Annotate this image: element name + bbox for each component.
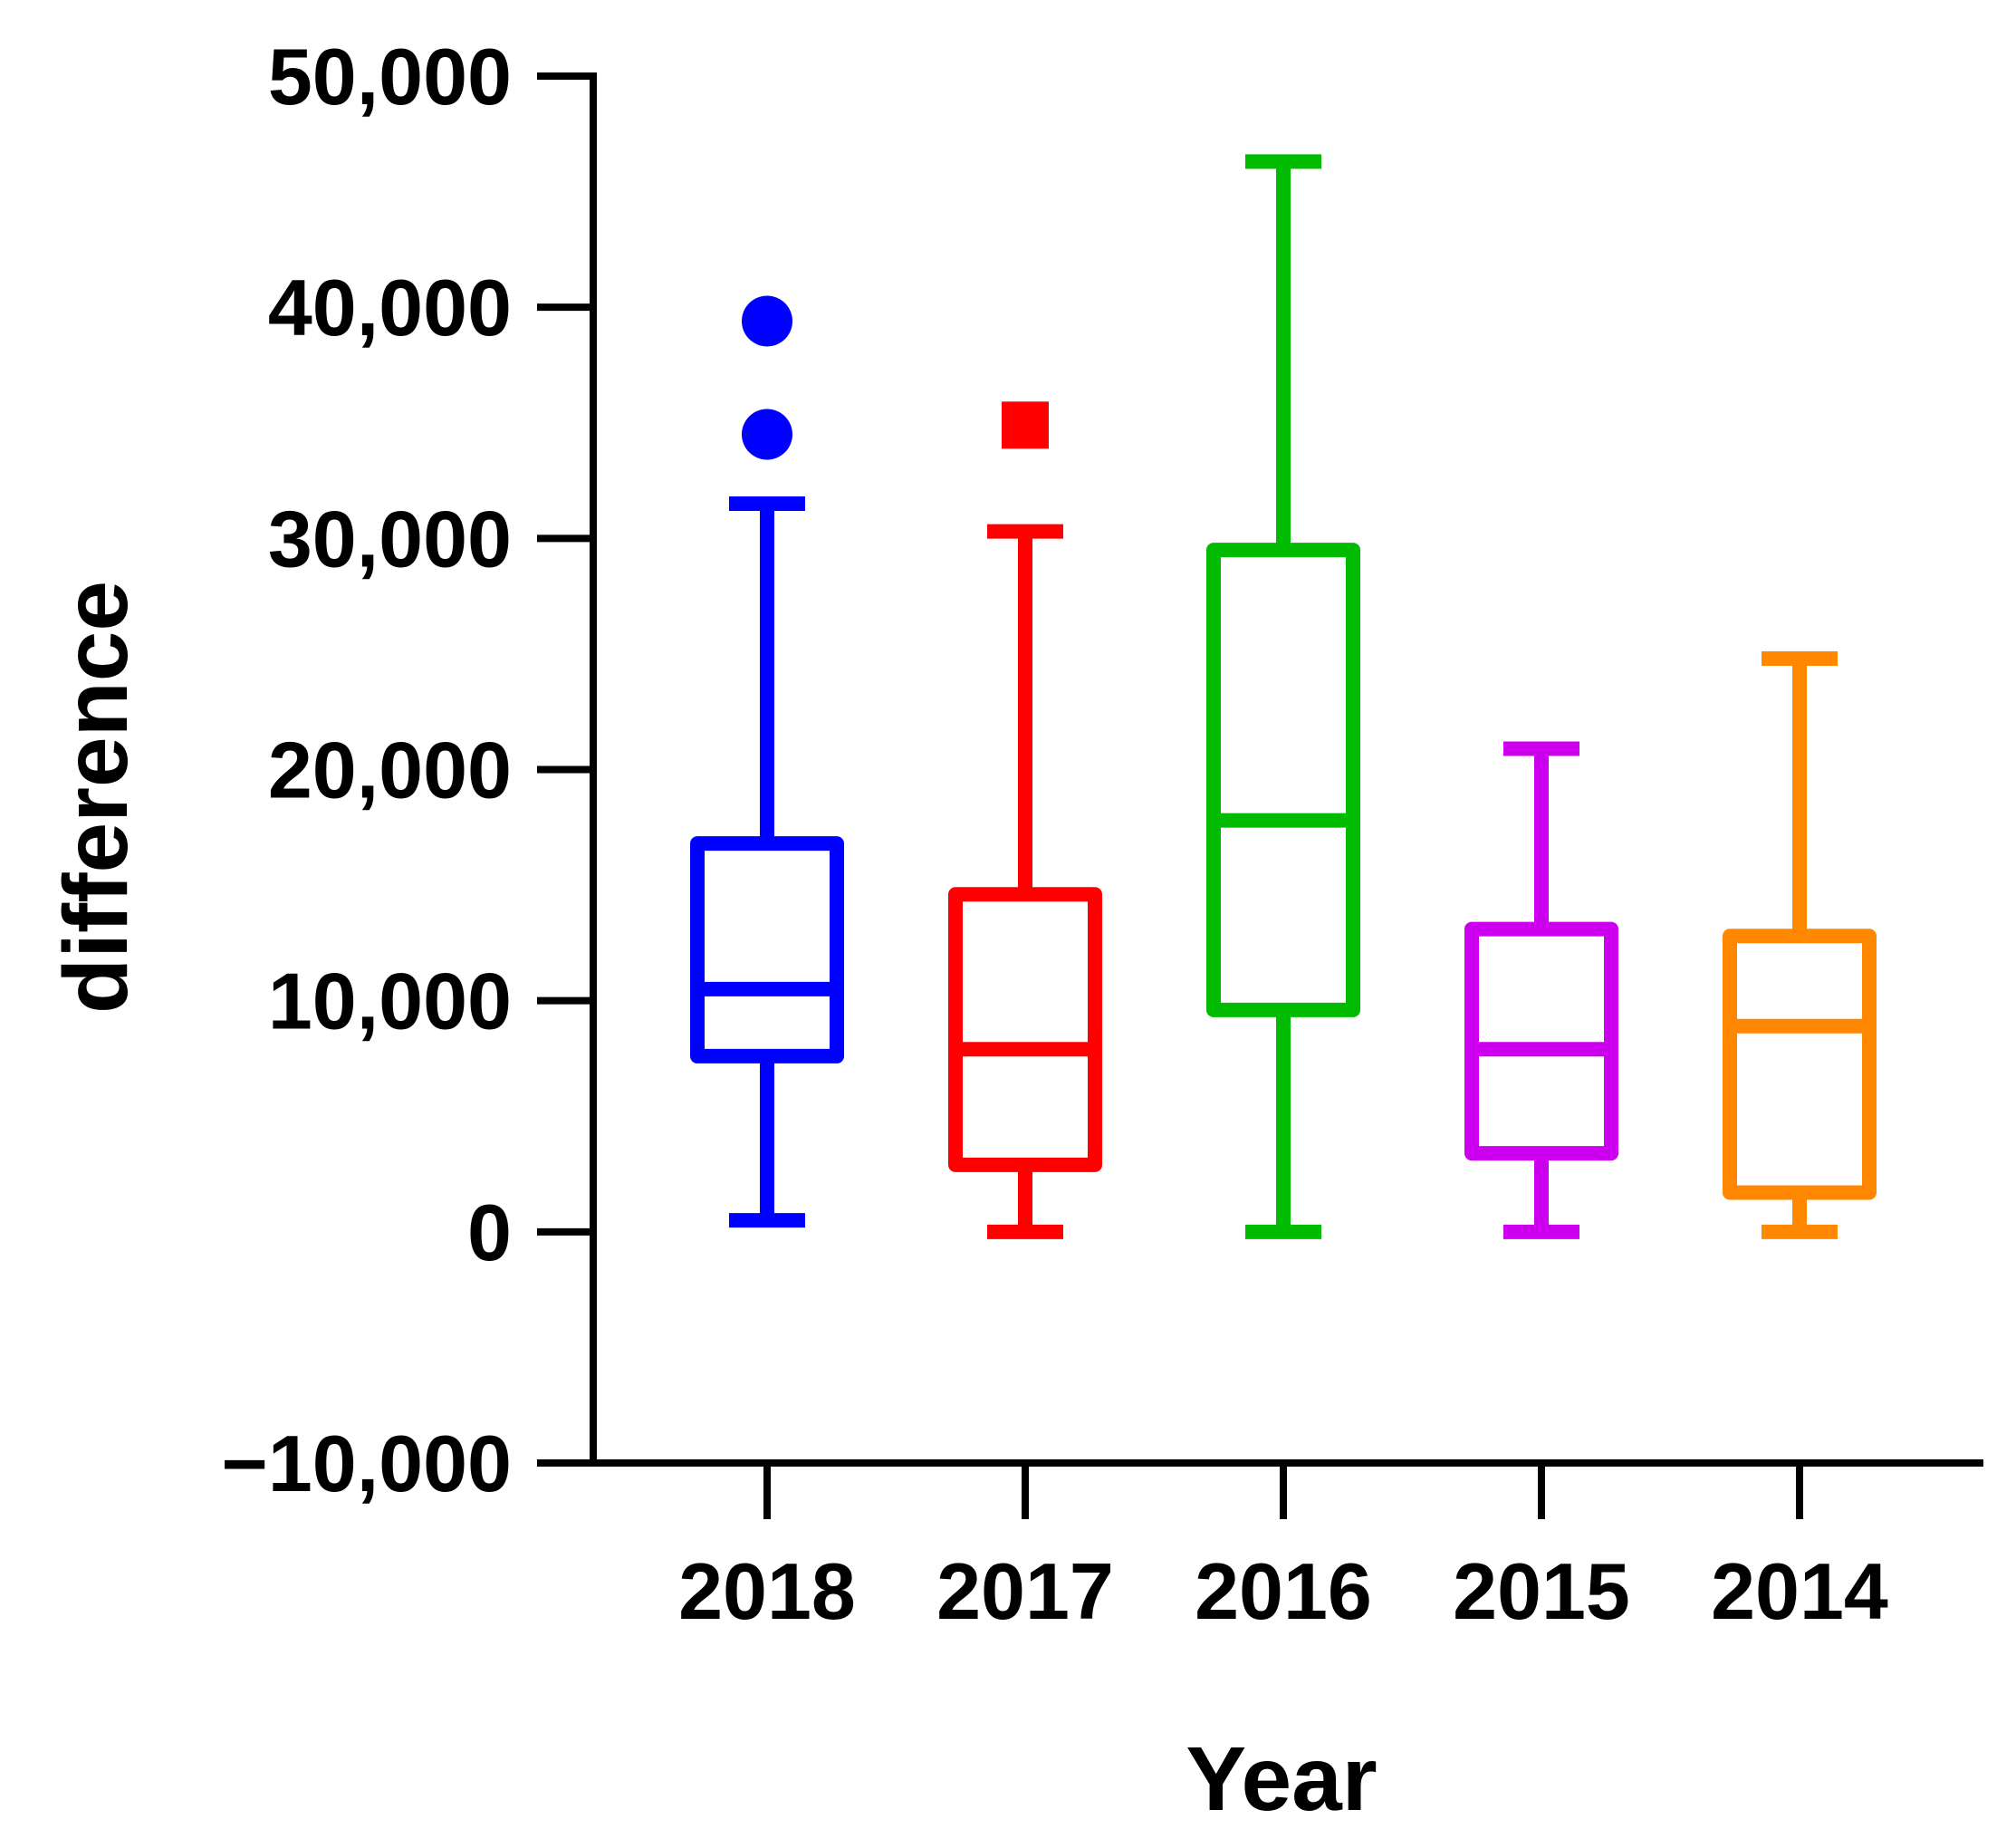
x-tick-label: 2014	[1711, 1546, 1888, 1636]
y-tick-label: 20,000	[268, 726, 512, 815]
box-2016	[1206, 154, 1360, 1239]
outlier-point	[742, 409, 792, 460]
iqr-box	[948, 887, 1102, 1172]
y-tick-label: 10,000	[268, 957, 512, 1046]
x-axis-title: Year	[1186, 1728, 1377, 1830]
x-tick-label: 2015	[1453, 1546, 1630, 1636]
y-axis-title: difference	[45, 581, 147, 1014]
iqr-box	[1464, 921, 1618, 1161]
y-tick-label: 40,000	[268, 263, 512, 352]
box-2014	[1723, 651, 1877, 1239]
y-tick-label: −10,000	[221, 1419, 512, 1508]
outlier-point	[742, 295, 792, 347]
box-2015	[1464, 741, 1618, 1239]
y-axis: −10,000 0 10,000 20,000 30,000 40,000 50,000	[221, 32, 597, 1508]
outlier-point	[1002, 401, 1049, 449]
x-tick-label: 2017	[936, 1546, 1114, 1636]
y-tick-label: 30,000	[268, 494, 512, 583]
box-2017	[948, 401, 1102, 1239]
x-axis: 2018 2017 2016 2015 2014	[590, 1459, 1983, 1636]
iqr-box	[690, 836, 844, 1064]
iqr-box	[1206, 543, 1360, 1017]
x-tick-label: 2018	[678, 1546, 856, 1636]
box-series	[690, 154, 1877, 1239]
x-tick-label: 2016	[1195, 1546, 1372, 1636]
y-tick-label: 50,000	[268, 32, 512, 121]
iqr-box	[1723, 929, 1877, 1200]
y-tick-label: 0	[467, 1188, 512, 1277]
box-2018	[690, 295, 844, 1228]
